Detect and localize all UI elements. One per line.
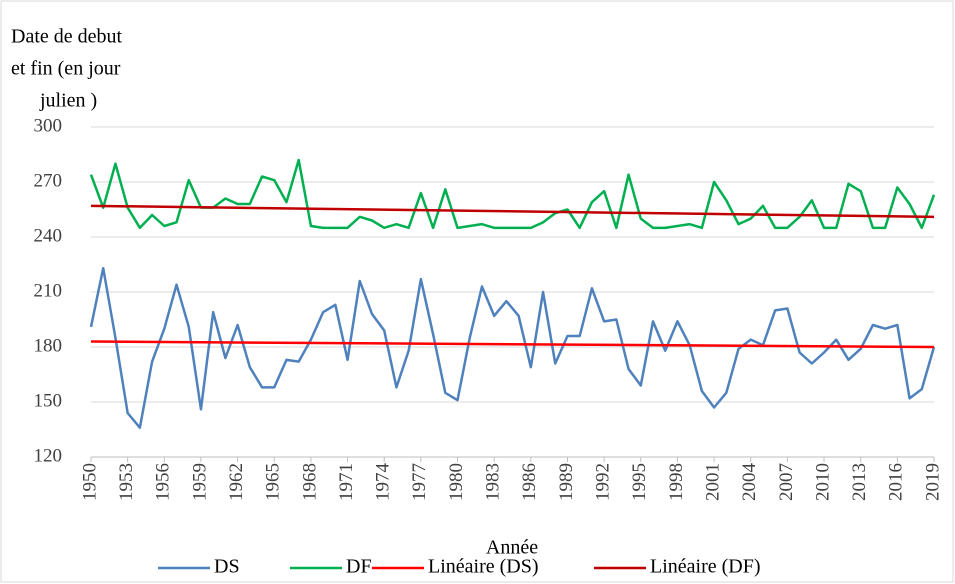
y-axis-label: et fin (en jour — [11, 58, 121, 80]
x-axis-label: Année — [486, 537, 538, 559]
x-tick-label: 1953 — [116, 463, 137, 501]
x-tick-label: 1956 — [153, 463, 174, 501]
legend-label: DF — [346, 556, 372, 578]
x-tick-label: 1995 — [629, 463, 650, 501]
y-tick-label: 300 — [34, 115, 63, 136]
x-tick-label: 1974 — [373, 463, 394, 502]
x-tick-label: 2007 — [776, 463, 797, 501]
x-tick-label: 1965 — [263, 463, 284, 501]
series-line — [89, 158, 936, 230]
x-tick-label: 1989 — [556, 463, 577, 501]
y-axis-label: julien ) — [39, 90, 97, 112]
x-tick-label: 2001 — [702, 463, 723, 501]
x-tick-label: 1992 — [592, 463, 613, 501]
x-tick-label: 1971 — [336, 463, 357, 501]
series-line — [90, 204, 935, 219]
x-tick-label: 1968 — [299, 463, 320, 501]
x-tick-label: 2016 — [886, 463, 907, 501]
x-tick-label: 2004 — [739, 463, 760, 502]
x-tick-label: 1950 — [79, 463, 100, 501]
x-tick-label: 1959 — [189, 463, 210, 501]
y-tick-label: 150 — [34, 390, 63, 411]
x-tick-label: 1977 — [409, 463, 430, 501]
x-tick-label: 1986 — [519, 463, 540, 501]
x-tick-label: 2019 — [922, 463, 943, 501]
y-tick-label: 270 — [34, 170, 63, 191]
legend-label: DS — [214, 556, 240, 578]
x-tick-label: 1980 — [446, 463, 467, 501]
x-tick-label: 1962 — [226, 463, 247, 501]
y-axis-label: Date de debut — [11, 26, 123, 48]
x-tick-label: 1998 — [666, 463, 687, 501]
y-tick-label: 210 — [34, 280, 63, 301]
legend-label: Linéaire (DS) — [428, 556, 539, 578]
x-tick-label: 2010 — [812, 463, 833, 501]
x-tick-label: 2013 — [849, 463, 870, 501]
series-line — [90, 340, 935, 349]
y-tick-label: 120 — [34, 445, 63, 466]
y-tick-label: 180 — [34, 335, 63, 356]
y-tick-label: 240 — [34, 225, 63, 246]
x-tick-label: 1983 — [483, 463, 504, 501]
legend-label: Linéaire (DF) — [650, 556, 761, 578]
